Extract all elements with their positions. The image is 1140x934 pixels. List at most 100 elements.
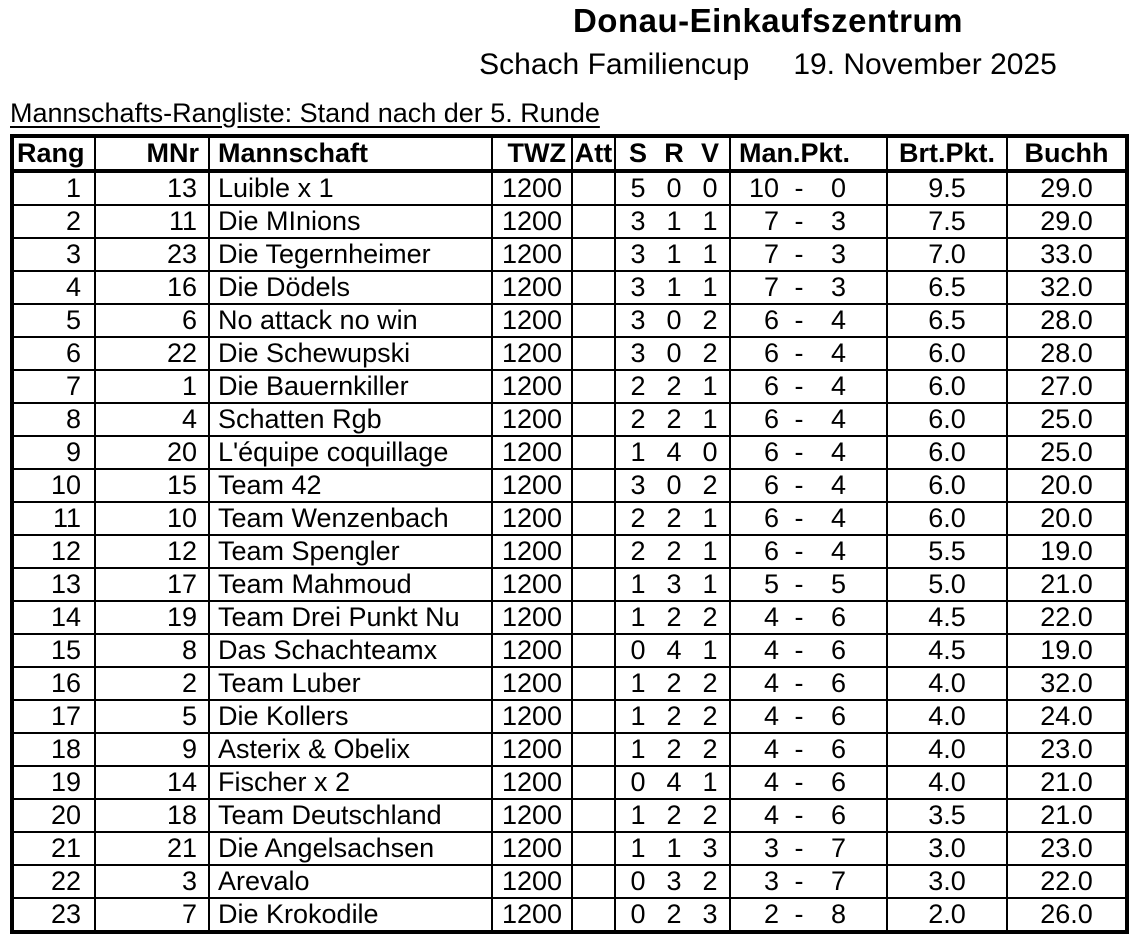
man-pkt-lost: 5 — [830, 569, 846, 599]
losses-value: 0 — [702, 437, 718, 467]
srv-cell: 2 2 1 — [614, 501, 731, 536]
wins-value: 3 — [630, 206, 646, 236]
wins-value: 1 — [630, 602, 646, 632]
event-name: Schach Familiencup — [479, 48, 750, 81]
twz-cell: 1200 — [491, 170, 573, 206]
man-pkt-won: 6 — [763, 470, 779, 500]
table-row: 19 14 Fischer x 2 1200 0 4 1 4 - 6 4.0 — [11, 765, 1128, 800]
man-pkt-cell: 3 - 7 — [729, 831, 888, 866]
man-pkt-won: 5 — [763, 569, 779, 599]
srv-cell: 5 0 0 — [614, 170, 731, 206]
draws-value: 2 — [666, 536, 682, 566]
srv-cell: 2 2 1 — [614, 534, 731, 569]
rang-cell: 19 — [11, 765, 96, 800]
srv-cell: 0 2 3 — [614, 897, 731, 933]
buchh-cell: 25.0 — [1006, 402, 1128, 437]
table-row: 14 19 Team Drei Punkt Nu 1200 1 2 2 4 - … — [11, 600, 1128, 635]
mnr-cell: 16 — [94, 270, 210, 305]
twz-cell: 1200 — [491, 897, 573, 933]
losses-value: 2 — [702, 602, 718, 632]
man-pkt-cell: 2 - 8 — [729, 897, 888, 933]
man-pkt-cell: 6 - 4 — [729, 369, 888, 404]
brt-pkt-cell: 7.5 — [886, 204, 1008, 239]
wins-value: 1 — [630, 569, 646, 599]
att-cell — [571, 270, 616, 305]
buchh-cell: 25.0 — [1006, 435, 1128, 470]
wins-value: 1 — [630, 668, 646, 698]
team-name-cell: No attack no win — [208, 303, 493, 338]
brt-pkt-cell: 4.0 — [886, 699, 1008, 734]
buchh-cell: 19.0 — [1006, 534, 1128, 569]
twz-cell: 1200 — [491, 732, 573, 767]
att-cell — [571, 468, 616, 503]
man-pkt-won: 7 — [763, 272, 779, 302]
man-pkt-won: 4 — [763, 734, 779, 764]
table-row: 13 17 Team Mahmoud 1200 1 3 1 5 - 5 5.0 — [11, 567, 1128, 602]
col-header-r: R — [664, 138, 684, 168]
buchh-cell: 32.0 — [1006, 270, 1128, 305]
brt-pkt-cell: 4.5 — [886, 600, 1008, 635]
man-pkt-separator: - — [794, 866, 804, 896]
man-pkt-lost: 3 — [830, 239, 846, 269]
wins-value: 3 — [630, 470, 646, 500]
draws-value: 1 — [666, 206, 682, 236]
man-pkt-separator: - — [794, 635, 804, 665]
man-pkt-lost: 0 — [830, 173, 846, 203]
man-pkt-lost: 6 — [830, 635, 846, 665]
man-pkt-cell: 7 - 3 — [729, 204, 888, 239]
mnr-cell: 5 — [94, 699, 210, 734]
table-row: 9 20 L'équipe coquillage 1200 1 4 0 6 - … — [11, 435, 1128, 470]
srv-cell: 3 1 1 — [614, 204, 731, 239]
losses-value: 3 — [702, 833, 718, 863]
team-name-cell: Team Deutschland — [208, 798, 493, 833]
att-cell — [571, 897, 616, 933]
man-pkt-lost: 4 — [830, 305, 846, 335]
man-pkt-won: 4 — [763, 701, 779, 731]
team-name-cell: Das Schachteamx — [208, 633, 493, 668]
man-pkt-separator: - — [794, 767, 804, 797]
team-name-cell: Schatten Rgb — [208, 402, 493, 437]
srv-cell: 1 4 0 — [614, 435, 731, 470]
man-pkt-separator: - — [794, 404, 804, 434]
brt-pkt-cell: 4.5 — [886, 633, 1008, 668]
man-pkt-lost: 4 — [830, 503, 846, 533]
man-pkt-separator: - — [794, 173, 804, 203]
table-row: 18 9 Asterix & Obelix 1200 1 2 2 4 - 6 4… — [11, 732, 1128, 767]
man-pkt-separator: - — [794, 899, 804, 929]
srv-cell: 3 0 2 — [614, 336, 731, 371]
wins-value: 3 — [630, 239, 646, 269]
draws-value: 4 — [666, 635, 682, 665]
twz-cell: 1200 — [491, 237, 573, 272]
draws-value: 0 — [666, 338, 682, 368]
att-cell — [571, 864, 616, 899]
brt-pkt-cell: 3.5 — [886, 798, 1008, 833]
mnr-cell: 3 — [94, 864, 210, 899]
man-pkt-cell: 6 - 4 — [729, 303, 888, 338]
wins-value: 0 — [630, 635, 646, 665]
team-name-cell: Die Krokodile — [208, 897, 493, 933]
draws-value: 1 — [666, 272, 682, 302]
wins-value: 2 — [630, 536, 646, 566]
man-pkt-separator: - — [794, 668, 804, 698]
rang-cell: 9 — [11, 435, 96, 470]
att-cell — [571, 567, 616, 602]
table-row: 4 16 Die Dödels 1200 3 1 1 7 - 3 6.5 32 — [11, 270, 1128, 305]
man-pkt-lost: 4 — [830, 338, 846, 368]
man-pkt-lost: 6 — [830, 602, 846, 632]
man-pkt-lost: 7 — [830, 833, 846, 863]
man-pkt-cell: 6 - 4 — [729, 501, 888, 536]
man-pkt-lost: 6 — [830, 767, 846, 797]
wins-value: 0 — [630, 899, 646, 929]
draws-value: 4 — [666, 767, 682, 797]
rang-cell: 6 — [11, 336, 96, 371]
twz-cell: 1200 — [491, 831, 573, 866]
att-cell — [571, 534, 616, 569]
draws-value: 3 — [666, 866, 682, 896]
rang-cell: 8 — [11, 402, 96, 437]
losses-value: 2 — [702, 701, 718, 731]
man-pkt-won: 6 — [763, 338, 779, 368]
table-row: 8 4 Schatten Rgb 1200 2 2 1 6 - 4 6.0 2 — [11, 402, 1128, 437]
man-pkt-cell: 4 - 6 — [729, 600, 888, 635]
man-pkt-lost: 6 — [830, 734, 846, 764]
srv-cell: 0 3 2 — [614, 864, 731, 899]
